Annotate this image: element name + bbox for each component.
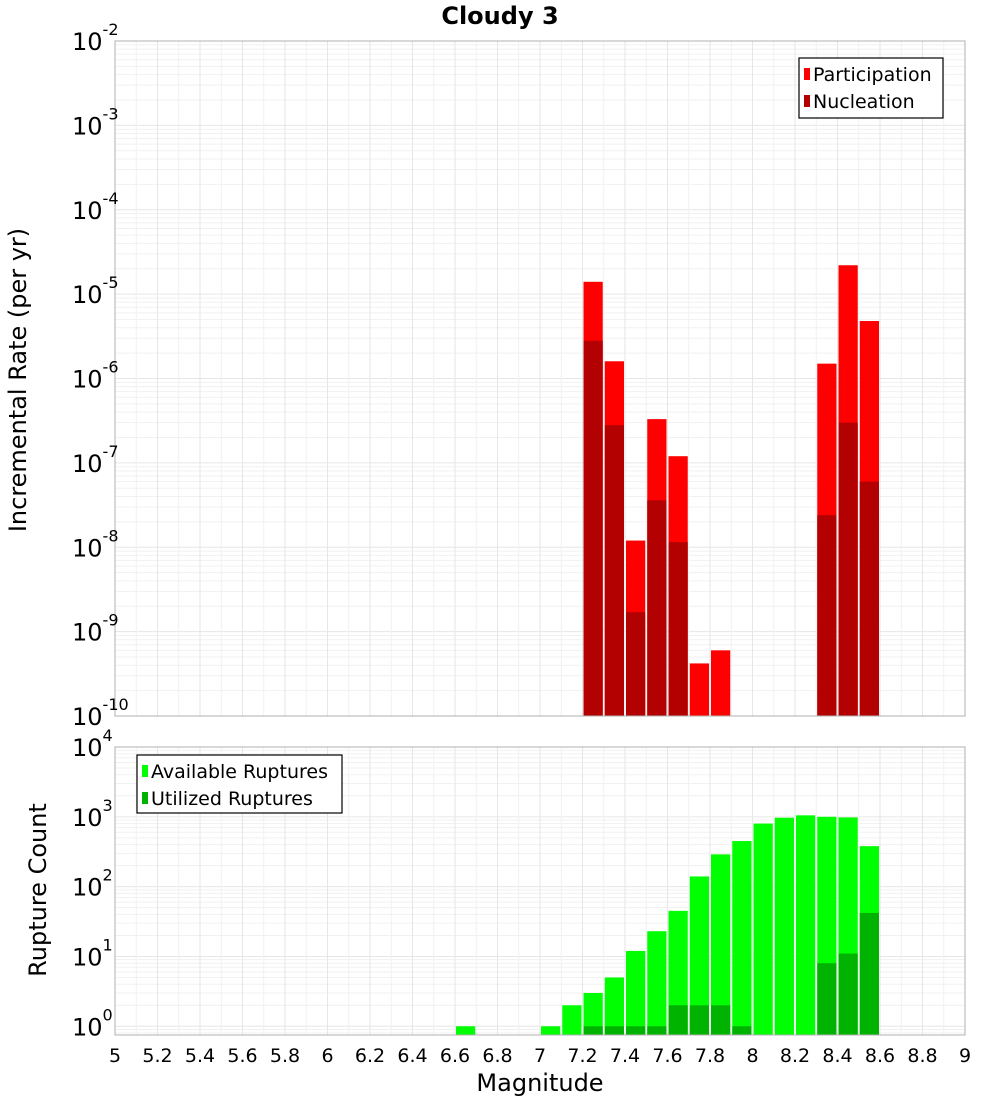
x-tick-label: 6.4 <box>397 1045 427 1067</box>
bar <box>711 1005 731 1035</box>
y-tick-label: 10-5 <box>72 273 119 309</box>
bar <box>689 1005 709 1035</box>
grid <box>114 40 966 717</box>
bar <box>838 422 858 716</box>
legend-box <box>798 57 944 119</box>
bar <box>604 1026 624 1035</box>
x-tick-label: 8.2 <box>780 1045 810 1067</box>
y-tick-label: 101 <box>72 935 113 971</box>
top-y-axis-label: Incremental Rate (per yr) <box>4 228 32 532</box>
y-tick-label: 102 <box>72 866 113 902</box>
bar <box>647 931 667 1035</box>
y-tick-label: 10-8 <box>72 526 119 562</box>
y-tick-label: 10-4 <box>72 189 119 225</box>
y-tick-labels: 100 101 102 103 104 <box>72 726 113 1041</box>
bar <box>456 1026 476 1035</box>
series-utilized-ruptures <box>583 912 879 1035</box>
x-tick-label: 5.2 <box>142 1045 172 1067</box>
legend-label: Participation <box>813 64 932 86</box>
legend: Participation Nucleation <box>798 57 944 119</box>
x-tick-label: 8.4 <box>822 1045 852 1067</box>
x-tick-label: 6.6 <box>440 1045 470 1067</box>
bar <box>817 963 837 1035</box>
x-tick-label: 5.6 <box>227 1045 257 1067</box>
bar <box>583 992 603 1035</box>
y-tick-label: 103 <box>72 796 113 832</box>
x-tick-labels: 5 5.2 5.4 5.6 5.8 6 6.2 6.4 6.6 6.8 7 7.2 7.4 7.6 7.8 8… <box>109 1045 971 1067</box>
legend-label: Nucleation <box>813 91 915 113</box>
x-tick-label: 5 <box>109 1045 121 1067</box>
bar <box>711 650 731 716</box>
y-tick-label: 10-7 <box>72 442 119 478</box>
bar <box>689 876 709 1035</box>
bottom-y-axis-label: Rupture Count <box>24 803 52 977</box>
plot-border <box>114 40 966 717</box>
x-tick-label: 7.6 <box>652 1045 682 1067</box>
x-tick-label: 8 <box>746 1045 758 1067</box>
y-tick-label: 100 <box>72 1005 113 1041</box>
x-tick-label: 5.8 <box>270 1045 300 1067</box>
legend-label: Utilized Ruptures <box>151 788 313 810</box>
bar <box>732 1026 752 1035</box>
x-tick-label: 6.2 <box>355 1045 385 1067</box>
x-tick-label: 7 <box>534 1045 546 1067</box>
bar <box>583 340 603 716</box>
bar <box>562 1005 582 1035</box>
bar <box>753 823 773 1035</box>
bar <box>732 841 752 1035</box>
bar <box>583 1026 603 1035</box>
legend-label: Available Ruptures <box>151 761 328 783</box>
bar <box>668 910 688 1035</box>
bar <box>647 500 667 716</box>
bar <box>817 515 837 716</box>
legend-swatch <box>142 765 148 777</box>
y-tick-label: 10-10 <box>72 695 129 731</box>
y-tick-label: 10-3 <box>72 104 119 140</box>
x-tick-label: 6.8 <box>482 1045 512 1067</box>
bar <box>647 1026 667 1035</box>
bar <box>604 425 624 716</box>
y-tick-label: 10-2 <box>72 20 119 56</box>
legend-swatch <box>804 68 810 80</box>
bar <box>668 542 688 716</box>
bar <box>838 953 858 1035</box>
chart-title: Cloudy 3 <box>441 2 558 30</box>
bar <box>711 854 731 1035</box>
x-tick-label: 8.6 <box>865 1045 895 1067</box>
x-tick-label: 9 <box>959 1045 971 1067</box>
x-tick-label: 7.8 <box>695 1045 725 1067</box>
plot-border <box>114 746 966 1036</box>
x-tick-label: 5.4 <box>185 1045 215 1067</box>
y-tick-label: 10-6 <box>72 358 119 394</box>
top-plot: 10-10 10-9 10-8 10-7 10-6 10-5 10-4 10-3 10-2 Par… <box>72 20 966 731</box>
x-tick-label: 6 <box>321 1045 333 1067</box>
bar <box>626 612 646 716</box>
bar <box>774 817 794 1035</box>
bar <box>668 1005 688 1035</box>
y-tick-labels: 10-10 10-9 10-8 10-7 10-6 10-5 10-4 10-3 10-2 <box>72 20 129 731</box>
bar <box>859 481 879 716</box>
legend-box <box>136 754 343 814</box>
x-axis-label: Magnitude <box>476 1069 603 1097</box>
x-tick-label: 7.2 <box>567 1045 597 1067</box>
x-tick-label: 7.4 <box>610 1045 640 1067</box>
legend-swatch <box>142 792 148 804</box>
bar <box>859 912 879 1035</box>
bar <box>626 950 646 1035</box>
bar <box>541 1026 561 1035</box>
bar <box>626 1026 646 1035</box>
bar <box>689 663 709 716</box>
x-tick-label: 8.8 <box>907 1045 937 1067</box>
y-tick-label: 104 <box>72 726 113 762</box>
legend: Available Ruptures Utilized Ruptures <box>136 754 343 814</box>
series-nucleation <box>583 340 879 716</box>
bar <box>604 977 624 1035</box>
bar <box>796 815 816 1035</box>
legend-swatch <box>804 95 810 107</box>
bottom-plot: 100 101 102 103 104 5 5.2 5.4 5.6 5.8 6 6.2 6.4 6.6 6.… <box>72 726 971 1067</box>
y-tick-label: 10-9 <box>72 611 119 647</box>
